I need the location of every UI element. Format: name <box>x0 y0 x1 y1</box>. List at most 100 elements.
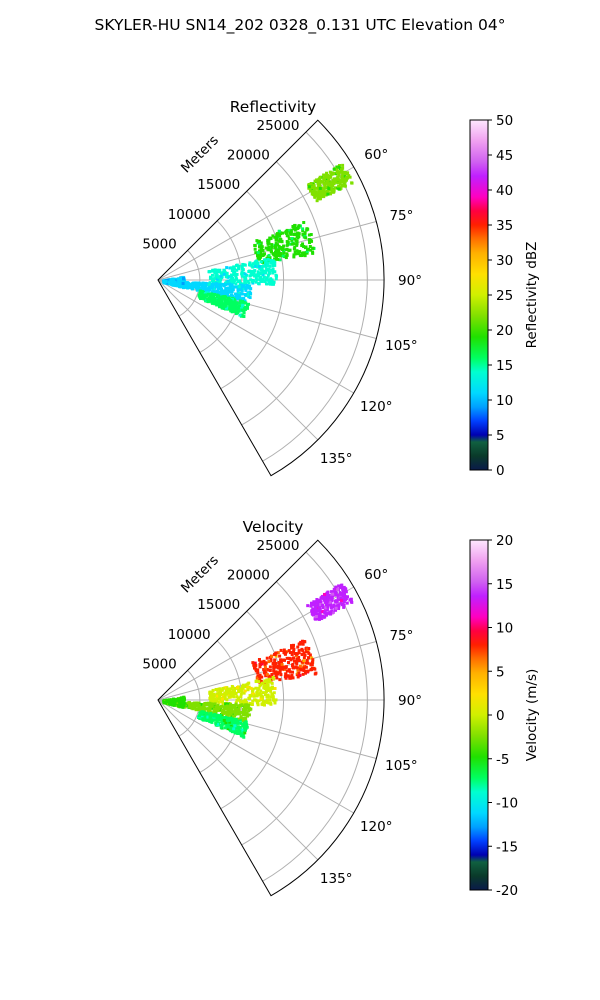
echo-gate <box>238 719 242 723</box>
range-tick-label: 15000 <box>197 597 240 613</box>
echo-gate <box>300 254 304 258</box>
echo-gate <box>350 600 354 604</box>
echo-gate <box>244 708 248 712</box>
echo-gate <box>317 180 321 184</box>
echo-gate <box>179 699 183 703</box>
echo-gate <box>212 698 216 702</box>
echo-gate <box>182 279 186 283</box>
echo-gate <box>247 713 251 717</box>
echo-gate <box>256 671 260 675</box>
echo-gate <box>248 261 252 265</box>
echo-gate <box>237 304 241 308</box>
echo-gate <box>295 242 299 246</box>
echo-gate <box>333 186 337 190</box>
theta-gridline <box>157 279 354 394</box>
echo-gate <box>290 238 294 242</box>
echo-gate <box>215 708 219 712</box>
echo-gate <box>329 192 333 196</box>
echo-gate <box>223 705 227 709</box>
echo-gate <box>218 695 222 699</box>
echo-gate <box>238 305 242 309</box>
echo-gate <box>214 705 218 709</box>
echo-gate <box>286 674 290 678</box>
echo-gate <box>228 728 232 732</box>
echo-gate <box>248 290 252 294</box>
echo-gate <box>256 668 260 672</box>
echo-gate <box>301 672 305 676</box>
echo-gate <box>223 695 227 699</box>
echo-gate <box>229 301 233 305</box>
echo-gate <box>337 597 341 601</box>
echo-gate <box>236 290 240 294</box>
echo-gate <box>256 253 260 257</box>
echo-gate <box>205 711 209 715</box>
echo-gate <box>287 661 291 665</box>
echo-gate <box>292 232 296 236</box>
colorbar-tick-label: 20 <box>496 323 513 339</box>
echo-gate <box>299 641 303 645</box>
echo-gate <box>268 264 272 268</box>
range-ring <box>199 640 243 773</box>
echo-gate <box>323 183 327 187</box>
echo-gate <box>236 704 240 708</box>
echo-gate <box>257 240 261 244</box>
echo-gate <box>264 260 268 264</box>
echo-gate <box>226 279 230 283</box>
echo-gate <box>208 701 212 705</box>
echo-gate <box>193 281 197 285</box>
echo-gate <box>233 729 237 733</box>
echo-gate <box>242 296 246 300</box>
echo-gate <box>247 696 251 700</box>
echo-gate <box>276 257 280 261</box>
theta-tick-label: 105° <box>385 338 418 354</box>
echo-gate <box>322 173 326 177</box>
echo-gate <box>241 262 245 266</box>
range-tick-label: 20000 <box>227 568 270 584</box>
echo-gate <box>254 264 258 268</box>
echo-gate <box>215 274 219 278</box>
echo-gate <box>223 269 227 273</box>
echo-gate <box>260 694 264 698</box>
echo-gate <box>250 271 254 275</box>
echo-gate <box>319 193 323 197</box>
echo-gate <box>277 244 281 248</box>
echo-gate <box>320 615 324 619</box>
echo-gate <box>195 288 199 292</box>
echo-gate <box>323 615 327 619</box>
echo-gate <box>242 311 246 315</box>
echo-gate <box>208 270 212 274</box>
echo-gate <box>205 719 209 723</box>
echo-gate <box>245 711 249 715</box>
echo-gate <box>326 590 330 594</box>
echo-gate <box>306 604 310 608</box>
echo-gate <box>224 721 228 725</box>
echo-gate <box>173 701 177 705</box>
echo-gate <box>265 682 269 686</box>
echo-gate <box>312 603 316 607</box>
echo-gate <box>230 266 234 270</box>
echo-gate <box>216 697 220 701</box>
echo-gate <box>278 234 282 238</box>
echo-gate <box>222 284 226 288</box>
echo-gate <box>295 658 299 662</box>
echo-gate <box>258 267 262 271</box>
echo-gate <box>229 284 233 288</box>
echo-gate <box>205 291 209 295</box>
echo-gate <box>336 588 340 592</box>
echo-gate <box>209 699 213 703</box>
echo-gate <box>218 268 222 272</box>
theta-tick-label: 120° <box>360 819 393 835</box>
echo-gate <box>279 252 283 256</box>
echo-gate <box>304 236 308 240</box>
echo-gate <box>282 665 286 669</box>
echo-gate <box>234 701 238 705</box>
echo-gate <box>228 303 232 307</box>
echo-gate <box>274 651 278 655</box>
echo-gate <box>202 707 206 711</box>
echo-gate <box>178 705 182 709</box>
echo-gate <box>293 227 297 231</box>
echo-gate <box>229 273 233 277</box>
echo-gate <box>230 694 234 698</box>
echo-gate <box>212 707 216 711</box>
echo-gate <box>255 694 259 698</box>
